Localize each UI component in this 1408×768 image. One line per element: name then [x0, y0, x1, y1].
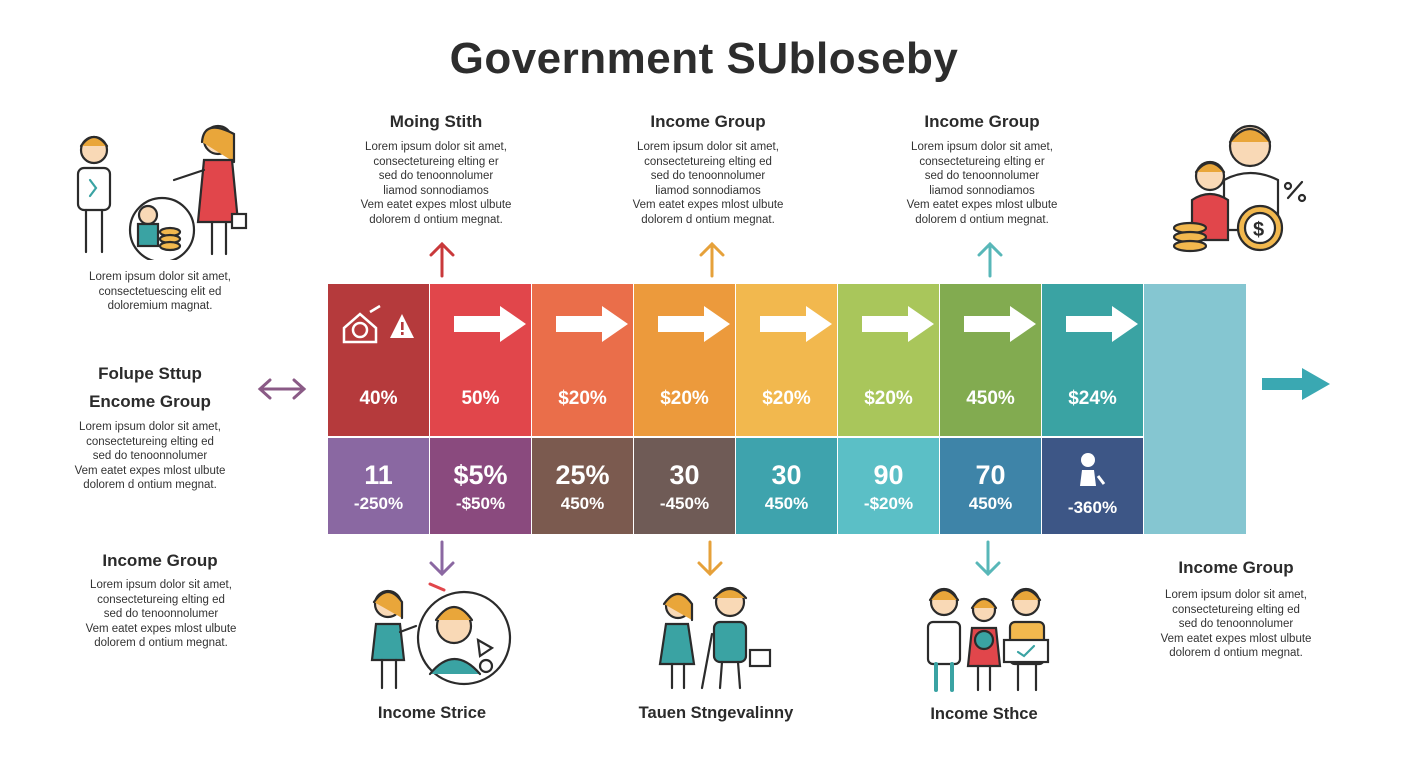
top-value-5: $20% [762, 388, 811, 409]
top-cell-2: 50% [430, 284, 531, 436]
page-title: Government SUbloseby [449, 34, 959, 83]
bottom-value-4: -450% [659, 494, 710, 513]
top-cell-1: 40% [328, 284, 429, 436]
bottom-number-7: 70 [975, 460, 1006, 490]
bottom-left-heading: Income Group [102, 551, 218, 570]
down-arrow-3 [975, 540, 1001, 577]
top-value-4: $20% [660, 388, 709, 409]
bottom-value-8: -360% [1067, 498, 1118, 517]
top-cell-5: $20% [736, 284, 837, 436]
top-text-2: Lorem ipsum dolor sit amet, consecteture… [632, 141, 784, 226]
bottom-cell-5: 30 450% [736, 438, 837, 534]
bottom-cell-2: $5% -$50% [430, 438, 531, 534]
person-icon [370, 582, 512, 690]
bottom-cell-7: 70 450% [940, 438, 1041, 534]
up-arrow-2 [699, 241, 725, 278]
bottom-value-7: 450% [968, 494, 1013, 513]
top-cell-7: 450% [940, 284, 1041, 436]
bottom-cell-6: 90 -$20% [838, 438, 939, 534]
left-text: Lorem ipsum dolor sit amet, consecteture… [74, 421, 226, 491]
caption-3: Income Sthce [930, 705, 1038, 723]
intro-text: Lorem ipsum dolor sit amet, consectetues… [89, 271, 231, 312]
right-arrow-icon [556, 306, 628, 342]
bottom-left-text: Lorem ipsum dolor sit amet, consecteture… [85, 579, 237, 649]
left-heading-1: Folupe Sttup [98, 364, 202, 383]
right-arrow-icon [1066, 306, 1138, 342]
top-text-1: Lorem ipsum dolor sit amet, consecteture… [360, 141, 512, 226]
down-arrow-1 [429, 540, 455, 577]
bottom-number-5: 30 [771, 460, 802, 490]
top-value-6: $20% [864, 388, 913, 409]
up-arrow-1 [429, 241, 455, 278]
top-value-8: $24% [1068, 388, 1117, 409]
top-value-1: 40% [359, 388, 398, 409]
up-arrow-3 [977, 241, 1003, 278]
bottom-right-heading: Income Group [1178, 558, 1294, 577]
down-arrow-2 [697, 540, 723, 577]
svg-text:$: $ [1253, 219, 1264, 241]
right-arrow-icon [964, 306, 1036, 342]
person-icon [1080, 453, 1106, 486]
bottom-number-6: 90 [873, 460, 904, 490]
bottom-cell-4: 30 -450% [634, 438, 735, 534]
bottom-cell-3: 25% 450% [532, 438, 633, 534]
family-walking-icon [658, 586, 772, 690]
bottom-number-4: 30 [669, 460, 700, 490]
tail-block [1144, 284, 1246, 534]
grid: 40% 50% $20% $20% $20% $20% 450% $24% 11 -250% $5… [328, 284, 1246, 534]
right-arrow-icon [454, 306, 526, 342]
team-icon [926, 587, 1050, 692]
bottom-cell-1: 11 -250% [328, 438, 429, 534]
top-value-2: 50% [461, 388, 500, 409]
double-arrow-icon [257, 378, 307, 400]
bottom-number-1: 11 [364, 460, 393, 490]
top-heading-2: Income Group [650, 112, 766, 131]
top-heading-3: Income Group [924, 112, 1040, 131]
bottom-value-1: -250% [353, 494, 404, 513]
left-heading-2: Encome Group [89, 392, 211, 411]
right-arrow-icon [760, 306, 832, 342]
cell-bg [328, 284, 429, 436]
bottom-value-6: -$20% [863, 494, 914, 513]
bottom-value-5: 450% [764, 494, 809, 513]
bottom-number-3: 25% [555, 460, 610, 490]
family-icon [76, 124, 248, 260]
top-heading-1: Moing Stith [389, 112, 483, 131]
top-cell-6: $20% [838, 284, 939, 436]
caption-2: Tauen Stngevalinny [638, 704, 794, 722]
bottom-value-2: -$50% [455, 494, 506, 513]
top-text-3: Lorem ipsum dolor sit amet, consecteture… [906, 141, 1058, 226]
dollar-icon: $ [1172, 124, 1307, 253]
bottom-number-2: $5% [453, 460, 508, 490]
right-arrow-icon [862, 306, 934, 342]
caption-1: Income Strice [377, 704, 487, 722]
house-icon [342, 304, 414, 344]
top-cell-4: $20% [634, 284, 735, 436]
top-value-7: 450% [966, 388, 1015, 409]
top-cell-3: $20% [532, 284, 633, 436]
top-cell-8: $24% [1042, 284, 1143, 436]
bottom-cell-8: -360% [1042, 438, 1143, 534]
bottom-right-text: Lorem ipsum dolor sit amet, consecteture… [1160, 589, 1312, 659]
right-arrow-icon [1262, 368, 1330, 400]
top-value-3: $20% [558, 388, 607, 409]
bottom-value-3: 450% [560, 494, 605, 513]
right-arrow-icon [658, 306, 730, 342]
